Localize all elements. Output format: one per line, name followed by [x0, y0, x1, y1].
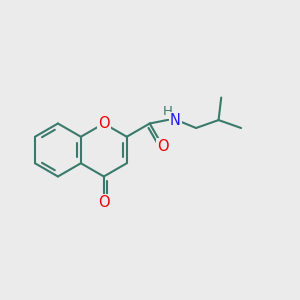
Text: H: H: [163, 105, 173, 118]
Text: O: O: [157, 139, 169, 154]
Text: O: O: [98, 196, 110, 211]
Text: O: O: [98, 116, 110, 131]
Text: N: N: [170, 113, 181, 128]
